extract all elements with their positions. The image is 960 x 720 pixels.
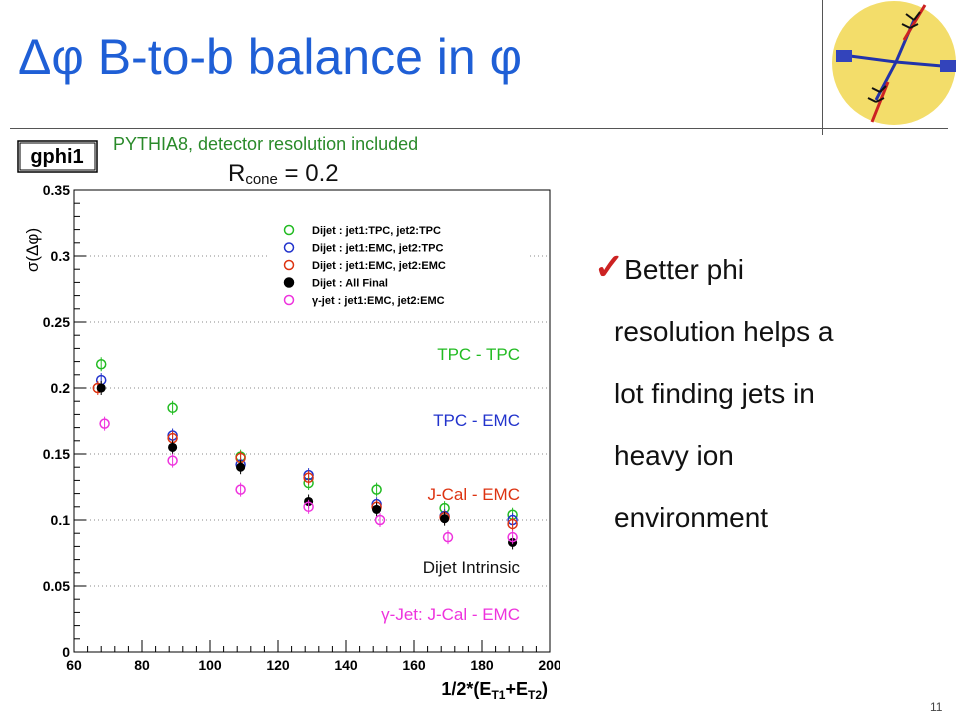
data-point: [442, 531, 454, 543]
y-tick-label: 0.25: [43, 314, 70, 330]
data-point: [507, 531, 518, 543]
data-point: [167, 455, 178, 466]
x-tick-label: 80: [134, 657, 150, 673]
legend-entry: γ-jet : jet1:EMC, jet2:EMC: [312, 295, 445, 307]
scatter-chart: gphi1 0 0.05 0.1 0.15 0.2 0.25 0.3 0.35 60 80 100…: [17, 140, 560, 702]
slide-number: 11: [930, 700, 943, 714]
legend-entry: Dijet : jet1:EMC, jet2:EMC: [312, 260, 446, 272]
slide-title: Δφ B-to-b balance in φ: [18, 29, 523, 85]
rcone-label: Rcone = 0.2: [228, 160, 339, 188]
x-tick-label: 200: [538, 657, 560, 673]
bullet-line: heavy ion: [614, 440, 734, 471]
rcone-value: = 0.2: [277, 160, 339, 187]
legend-marker: [283, 259, 295, 271]
annotation-label: γ-Jet: J-Cal - EMC: [381, 605, 520, 624]
data-point: [96, 383, 106, 393]
data-point: [372, 504, 382, 514]
x-tick-label: 180: [470, 657, 494, 673]
y-tick-label: 0.3: [51, 248, 71, 264]
data-point: [236, 462, 246, 472]
legend-box: [270, 214, 528, 314]
legend-entry: Dijet : jet1:TPC, jet2:TPC: [312, 225, 441, 237]
y-axis-label: σ(Δφ): [23, 228, 42, 272]
x-tick-label: 60: [66, 657, 82, 673]
hist-name: gphi1: [30, 146, 83, 168]
legend: Dijet : jet1:TPC, jet2:TPC Dijet : jet1:E…: [270, 214, 528, 314]
y-tick-label: 0.05: [43, 578, 70, 594]
data-point: [507, 518, 518, 530]
data-point: [168, 442, 178, 452]
data-point: [303, 472, 314, 484]
x-tick-label: 120: [266, 657, 290, 673]
annotation-label: J-Cal - EMC: [427, 485, 520, 504]
x-axis-label: 1/2*(ET1+ET2): [441, 679, 548, 702]
y-tick-label: 0.35: [43, 182, 70, 198]
x-tick-label: 100: [198, 657, 222, 673]
annotation-label: TPC - EMC: [433, 411, 520, 430]
legend-entry: Dijet : jet1:EMC, jet2:TPC: [312, 243, 443, 255]
bullet-point: ✓Better phi resolution helps a lot finding…: [594, 236, 914, 549]
data-point: [95, 358, 107, 370]
legend-marker: [283, 242, 295, 253]
chart-subtitle: PYTHIA8, detector resolution included: [113, 134, 419, 154]
annotation-label: Dijet Intrinsic: [423, 558, 521, 577]
legend-marker: [283, 277, 295, 288]
x-tick-label: 160: [402, 657, 426, 673]
data-point: [235, 484, 246, 495]
bullet-line: Better phi: [624, 254, 745, 285]
check-icon: ✓: [594, 246, 625, 287]
y-tick-label: 0.1: [51, 512, 71, 528]
title-vertical-divider: [822, 0, 823, 135]
bullet-line: lot finding jets in: [614, 378, 815, 409]
bullet-text: Better phi resolution helps a lot finding …: [594, 254, 914, 549]
data-point: [167, 402, 178, 414]
data-point: [374, 514, 386, 526]
y-tick-label: 0.2: [51, 380, 71, 396]
x-tick-label: 140: [334, 657, 358, 673]
hist-name-box: gphi1: [17, 140, 98, 173]
rcone-main: R: [228, 160, 246, 187]
y-ticks: 0 0.05 0.1 0.15 0.2 0.25 0.3 0.35: [43, 182, 86, 660]
legend-marker: [283, 224, 295, 236]
legend-entry: Dijet : All Final: [312, 278, 388, 290]
data-point: [303, 501, 314, 513]
rcone-sub: cone: [245, 171, 278, 188]
data-point: [440, 514, 450, 524]
dijet-diagram-icon: [832, 1, 956, 125]
bullet-line: resolution helps a: [614, 316, 834, 347]
data-points: [92, 357, 518, 550]
x-ticks: 60 80 100 120 140 160 180 200: [66, 640, 560, 673]
annotation-label: TPC - TPC: [437, 345, 520, 364]
legend-marker: [283, 294, 295, 306]
y-tick-label: 0: [62, 644, 70, 660]
data-point: [99, 418, 110, 429]
data-point: [371, 484, 382, 495]
title-divider: [10, 128, 948, 129]
y-tick-label: 0.15: [43, 446, 70, 462]
bullet-line: environment: [614, 502, 769, 533]
annotations: TPC - TPC TPC - EMC J-Cal - EMC Dijet Intri…: [381, 345, 520, 624]
